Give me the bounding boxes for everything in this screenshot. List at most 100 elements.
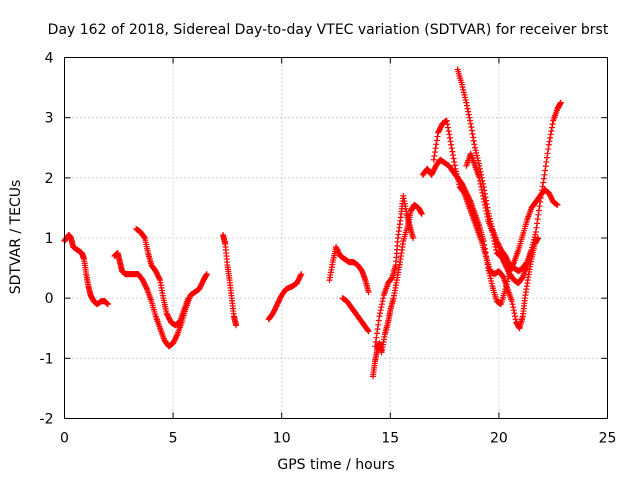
data-point-marker bbox=[542, 163, 549, 170]
data-point-marker bbox=[463, 99, 470, 106]
grid-lines bbox=[64, 57, 608, 419]
data-point-marker bbox=[541, 171, 548, 178]
data-point-marker bbox=[203, 271, 210, 278]
data-point-marker bbox=[465, 108, 472, 115]
data-point-marker bbox=[512, 313, 519, 320]
data-point-marker bbox=[510, 307, 517, 314]
data-point-marker bbox=[546, 138, 553, 145]
chart-title: Day 162 of 2018, Sidereal Day-to-day VTE… bbox=[48, 22, 609, 38]
data-point-marker bbox=[548, 127, 555, 134]
data-point-marker bbox=[543, 154, 550, 161]
x-tick-label: 20 bbox=[490, 431, 508, 447]
data-point-marker bbox=[143, 284, 150, 291]
data-point-marker bbox=[297, 272, 304, 279]
data-point-marker bbox=[554, 201, 561, 208]
data-point-marker bbox=[538, 191, 545, 198]
data-point-marker bbox=[377, 310, 384, 317]
y-axis-label: SDTVAR / TECUs bbox=[8, 180, 24, 295]
data-point-marker bbox=[543, 158, 550, 165]
data-point-marker bbox=[447, 138, 454, 145]
data-point-marker bbox=[480, 192, 487, 199]
x-axis-label: GPS time / hours bbox=[277, 457, 394, 473]
data-point-marker bbox=[468, 127, 475, 134]
data-point-marker bbox=[470, 134, 477, 141]
data-point-marker bbox=[466, 114, 473, 121]
data-point-marker bbox=[467, 117, 474, 124]
data-point-marker bbox=[482, 204, 489, 211]
data-point-marker bbox=[449, 152, 456, 159]
data-point-marker bbox=[480, 195, 487, 202]
data-point-marker bbox=[471, 141, 478, 148]
data-point-marker bbox=[545, 141, 552, 148]
data-point-marker bbox=[476, 177, 483, 184]
x-tick-label: 0 bbox=[60, 431, 69, 447]
data-point-marker bbox=[540, 179, 547, 186]
data-point-marker bbox=[509, 301, 516, 308]
data-point-marker bbox=[548, 124, 555, 131]
data-point-marker bbox=[375, 321, 382, 328]
data-point-marker bbox=[510, 304, 517, 311]
data-point-marker bbox=[478, 186, 485, 193]
data-point-marker bbox=[536, 203, 543, 210]
plot-frame bbox=[64, 57, 608, 419]
data-point-marker bbox=[544, 150, 551, 157]
data-point-marker bbox=[375, 317, 382, 324]
data-point-marker bbox=[490, 235, 497, 241]
data-point-marker bbox=[445, 127, 452, 134]
data-point-marker bbox=[491, 241, 498, 248]
data-point-marker bbox=[233, 322, 240, 329]
data-point-marker bbox=[481, 198, 488, 205]
data-point-marker bbox=[298, 271, 305, 278]
data-point-marker bbox=[511, 310, 518, 317]
data-point-marker bbox=[372, 339, 379, 346]
data-point-marker bbox=[374, 326, 381, 333]
y-tick-label: 4 bbox=[45, 51, 54, 67]
data-point-marker bbox=[433, 137, 440, 144]
x-tick-label: 25 bbox=[599, 431, 617, 447]
data-point-marker bbox=[476, 174, 483, 181]
data-point-marker bbox=[463, 102, 470, 109]
data-point-marker bbox=[537, 198, 544, 205]
data-point-marker bbox=[365, 289, 372, 296]
data-point-marker bbox=[373, 330, 380, 337]
data-point-marker bbox=[364, 327, 371, 334]
data-point-marker bbox=[156, 275, 163, 282]
data-point-marker bbox=[450, 155, 457, 162]
data-point-marker bbox=[537, 195, 544, 202]
data-markers bbox=[61, 66, 564, 380]
data-point-marker bbox=[490, 231, 497, 238]
data-point-marker bbox=[534, 216, 541, 223]
data-point-marker bbox=[547, 134, 554, 141]
data-point-marker bbox=[376, 313, 383, 320]
data-point-marker bbox=[532, 228, 539, 235]
data-point-marker bbox=[445, 124, 452, 131]
data-point-marker bbox=[373, 334, 380, 341]
data-point-marker bbox=[535, 207, 542, 214]
data-point-marker bbox=[483, 210, 490, 217]
data-point-marker bbox=[433, 141, 440, 148]
x-tick-label: 15 bbox=[381, 431, 399, 447]
data-point-marker bbox=[534, 235, 541, 241]
data-point-marker bbox=[443, 117, 450, 124]
data-point-marker bbox=[549, 121, 556, 128]
y-tick-label: 1 bbox=[45, 231, 54, 247]
data-point-marker bbox=[377, 307, 384, 314]
data-point-marker bbox=[508, 298, 515, 305]
data-point-marker bbox=[431, 149, 438, 156]
data-point-marker bbox=[468, 124, 475, 131]
data-point-marker bbox=[467, 120, 474, 127]
data-point-marker bbox=[534, 220, 541, 227]
data-point-marker bbox=[185, 295, 192, 302]
data-point-marker bbox=[545, 146, 552, 153]
data-point-marker bbox=[451, 158, 458, 165]
data-point-marker bbox=[540, 175, 547, 182]
data-point-marker bbox=[380, 295, 387, 302]
y-tick-label: -2 bbox=[40, 412, 54, 428]
y-tick-label: 2 bbox=[45, 171, 54, 187]
data-point-marker bbox=[365, 328, 372, 335]
y-tick-label: 0 bbox=[45, 291, 54, 307]
data-point-marker bbox=[378, 301, 385, 308]
data-point-marker bbox=[446, 131, 453, 138]
data-point-marker bbox=[491, 238, 498, 245]
data-point-marker bbox=[528, 247, 535, 254]
